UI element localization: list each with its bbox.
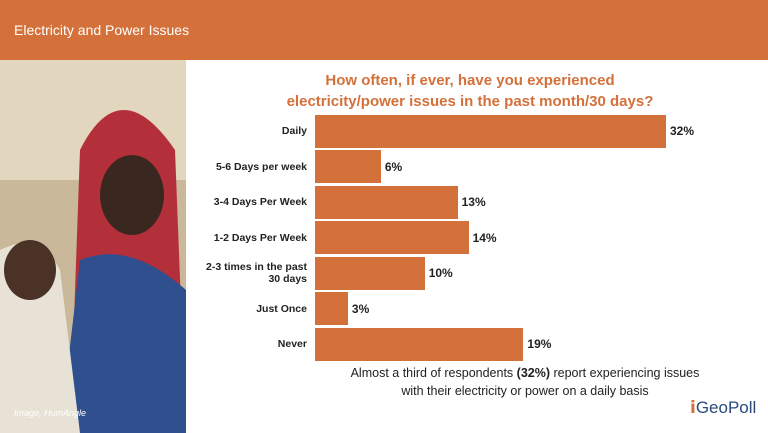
category-label: Never: [277, 338, 307, 350]
image-caption: Image, HumAngle: [14, 408, 87, 418]
value-label: 3%: [351, 301, 370, 316]
category-label: 2-3 times in the past 30 days: [206, 261, 307, 285]
value-label: 6%: [384, 159, 403, 174]
annotation: Almost a third of respondents (32%) repo…: [340, 364, 710, 400]
bar: [315, 327, 524, 361]
chart-title: How often, if ever, have you experienced…: [286, 72, 654, 110]
value-label: 14%: [472, 230, 497, 245]
value-label: 10%: [428, 266, 453, 280]
value-label: 13%: [461, 195, 486, 209]
category-label: 5-6 Days per week: [215, 160, 307, 173]
category-label: Just Once: [256, 302, 307, 315]
photo: [0, 60, 186, 433]
logo-text: GeoPoll: [695, 398, 757, 417]
category-label: Daily: [281, 125, 307, 137]
value-label: 19%: [527, 337, 552, 351]
header-bar: [0, 0, 768, 60]
logo-icon: ⅰ: [690, 398, 696, 417]
logo: ⅰGeoPoll: [690, 398, 756, 418]
annotation-text: report experiencing issues with their el…: [401, 366, 700, 398]
category-label: 3-4 Days Per Week: [213, 196, 307, 208]
value-label: 32%: [670, 124, 695, 138]
bar: [315, 185, 458, 219]
annotation-text: Almost a third of respondents: [350, 366, 517, 380]
bar: [315, 292, 348, 325]
bar: [315, 114, 666, 148]
bar: [315, 221, 469, 254]
category-label: 1-2 Days Per Week: [213, 231, 307, 244]
bar: [315, 256, 425, 290]
annotation-highlight: (32%): [516, 366, 550, 380]
bar: [315, 150, 381, 183]
header-title: Electricity and Power Issues: [14, 22, 190, 38]
